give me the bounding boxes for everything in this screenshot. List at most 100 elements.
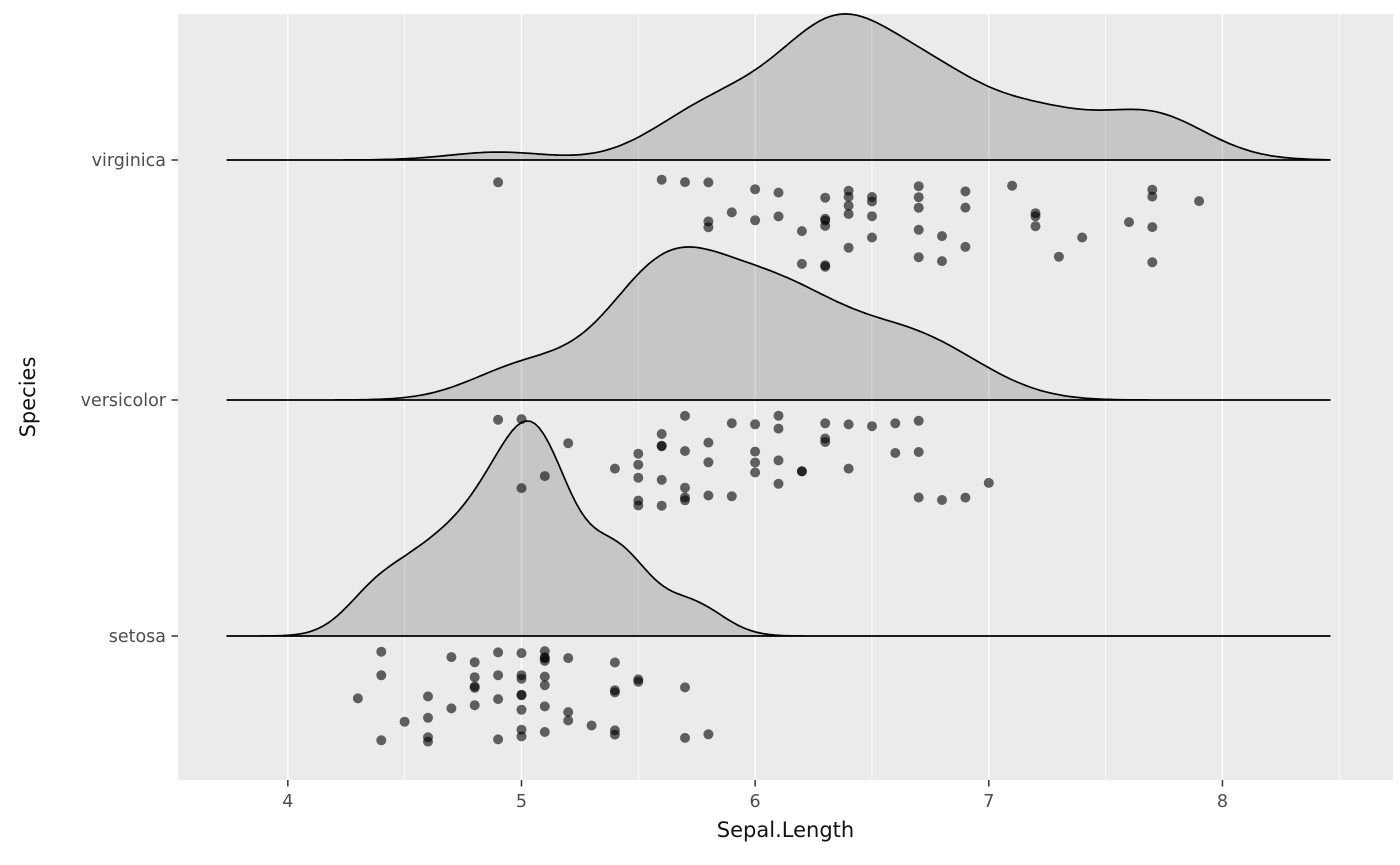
data-point <box>516 731 527 742</box>
data-point <box>680 495 690 506</box>
data-point <box>703 177 714 188</box>
data-point <box>1124 217 1134 228</box>
data-point <box>726 207 737 218</box>
data-point <box>469 682 480 693</box>
data-point <box>423 732 433 743</box>
data-point <box>680 682 690 693</box>
data-point <box>867 232 877 243</box>
data-point <box>516 689 527 700</box>
density-curve-versicolor <box>226 246 1331 401</box>
data-point <box>563 715 574 726</box>
data-point <box>913 415 924 426</box>
x-tick-label: 4 <box>282 792 293 812</box>
data-point <box>796 258 807 269</box>
density-curve-virginica <box>226 13 1331 161</box>
data-point <box>539 727 550 737</box>
data-point <box>820 418 831 429</box>
data-point <box>1147 191 1158 202</box>
data-point <box>423 691 433 702</box>
data-point <box>656 474 667 485</box>
data-point <box>609 657 620 668</box>
data-point <box>913 202 924 213</box>
x-tick-label: 5 <box>516 792 527 812</box>
data-point <box>750 215 761 226</box>
data-point <box>656 441 667 452</box>
data-point <box>890 448 901 458</box>
data-point <box>376 670 387 681</box>
data-point <box>820 220 831 231</box>
data-point <box>469 657 480 668</box>
data-point <box>493 177 504 188</box>
data-point <box>960 202 971 213</box>
data-point <box>773 455 784 466</box>
data-point <box>867 211 877 222</box>
y-axis-title: Species <box>16 356 40 438</box>
data-point <box>960 492 971 503</box>
data-point <box>539 471 550 482</box>
data-point <box>913 192 924 203</box>
data-point <box>446 703 457 714</box>
data-point <box>399 716 410 727</box>
data-point <box>376 646 387 657</box>
data-point <box>633 459 644 470</box>
data-point <box>680 177 690 188</box>
data-point <box>726 418 737 429</box>
data-point <box>633 500 644 511</box>
data-point <box>820 437 831 447</box>
data-point <box>539 701 550 712</box>
data-point <box>796 466 807 477</box>
data-point <box>983 477 994 488</box>
data-point <box>563 707 574 718</box>
data-point <box>446 652 457 663</box>
x-tick-label: 8 <box>1217 792 1228 812</box>
data-point <box>913 447 924 457</box>
data-point <box>750 419 761 430</box>
data-point <box>960 241 971 252</box>
data-point <box>703 216 714 227</box>
data-point <box>726 491 737 502</box>
data-point <box>376 735 387 746</box>
data-point <box>539 671 550 682</box>
data-point <box>539 655 550 666</box>
data-point <box>1147 257 1158 268</box>
data-point <box>493 414 504 425</box>
data-point <box>609 687 620 698</box>
data-point <box>516 673 527 684</box>
data-point <box>352 693 363 704</box>
data-point <box>1007 180 1018 191</box>
data-point <box>516 483 527 494</box>
y-category-label: virginica <box>92 151 166 171</box>
data-point <box>937 231 947 242</box>
y-category-label: setosa <box>109 627 166 647</box>
data-point <box>843 463 854 474</box>
data-point <box>867 192 877 202</box>
data-point <box>937 495 947 505</box>
data-point <box>656 429 667 439</box>
data-point <box>913 252 924 263</box>
data-point <box>563 438 574 449</box>
data-point <box>493 670 504 681</box>
data-point <box>656 500 667 511</box>
data-point <box>493 734 504 745</box>
data-point <box>1147 184 1158 195</box>
data-point <box>586 720 597 731</box>
data-point <box>469 700 480 711</box>
data-point <box>1077 232 1088 243</box>
data-point <box>680 410 690 421</box>
data-point <box>493 694 504 705</box>
data-point <box>516 648 527 659</box>
data-point <box>609 725 620 736</box>
data-point <box>1147 222 1158 233</box>
data-point <box>890 418 901 429</box>
data-point <box>750 467 761 478</box>
data-point <box>633 676 644 687</box>
data-point <box>773 478 784 489</box>
x-axis-title: Sepal.Length <box>716 818 855 842</box>
data-point <box>563 653 574 664</box>
data-point <box>493 647 504 658</box>
data-point <box>843 185 854 196</box>
data-point <box>750 184 761 195</box>
data-point <box>1030 211 1041 222</box>
y-category-label: versicolor <box>81 391 167 411</box>
